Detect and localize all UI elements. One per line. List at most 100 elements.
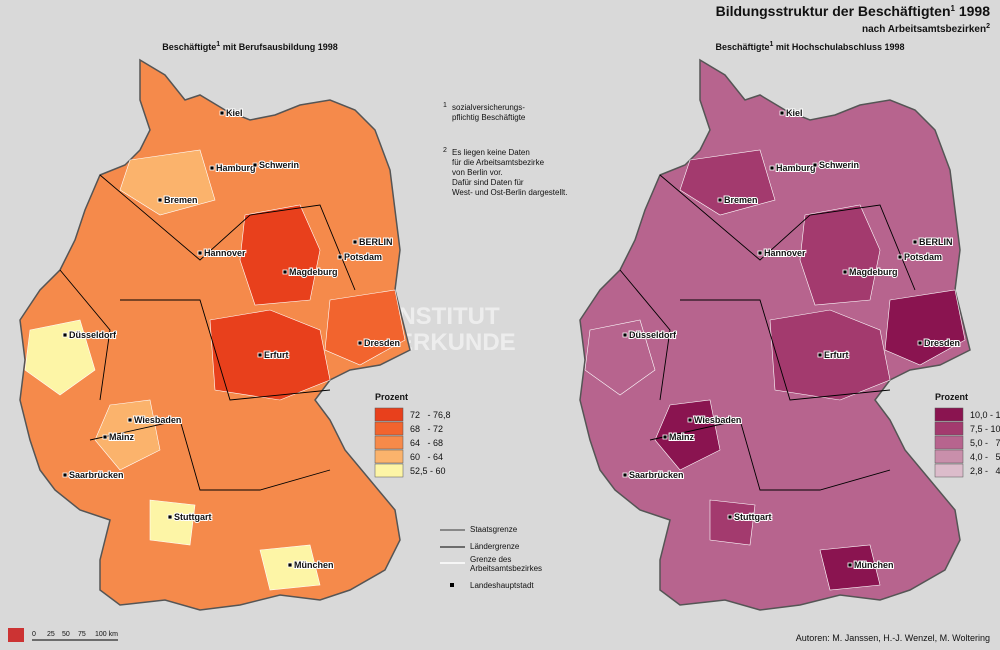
district-area: [799, 204, 881, 306]
city-marker: [257, 352, 263, 358]
legend-swatch: [934, 421, 964, 436]
district-area: [24, 319, 96, 396]
city-label: BERLIN: [919, 237, 953, 247]
district-area: [819, 544, 881, 591]
map: Beschäftigte1 mit Hochschulabschluss 199…: [579, 41, 1000, 611]
city-marker: [127, 417, 133, 423]
city-marker: [687, 417, 693, 423]
legend-label: 4,0 - 5,0: [970, 452, 1000, 462]
legend-capital: [450, 583, 454, 587]
city-label: München: [294, 560, 334, 570]
title-rest: 1998: [955, 3, 990, 19]
legend-label: 64 - 68: [410, 438, 443, 448]
city-marker: [917, 340, 923, 346]
title: Bildungsstruktur der Beschäftigten: [716, 3, 951, 19]
district-area: [769, 309, 891, 401]
title-sup: 1: [951, 4, 956, 13]
legend-label: 2,8 - 4,0: [970, 466, 1000, 476]
district-area: [239, 204, 321, 306]
state-border: [619, 174, 916, 491]
city-label: Stuttgart: [734, 512, 772, 522]
city-label: Potsdam: [904, 252, 942, 262]
scale-label: 100 km: [95, 631, 118, 638]
legend-title: Prozent: [935, 392, 968, 402]
city-marker: [167, 514, 173, 520]
page-title: Bildungsstruktur der Beschäftigten1 1998: [716, 3, 991, 19]
city-label: Hannover: [204, 248, 246, 258]
legend-swatch: [374, 463, 404, 478]
scale-label: 0: [32, 631, 36, 638]
map: Beschäftigte1 mit Berufsausbildung 1998 K…: [19, 41, 451, 611]
map-title: Beschäftigte1 mit Berufsausbildung 1998: [162, 41, 337, 52]
city-label: Erfurt: [824, 350, 849, 360]
city-marker: [897, 254, 903, 260]
city-marker: [62, 332, 68, 338]
city-label: Dresden: [924, 338, 960, 348]
note-number: 2: [443, 147, 447, 154]
city-label: Potsdam: [344, 252, 382, 262]
city-label: Kiel: [226, 108, 243, 118]
city-label: Bremen: [724, 195, 758, 205]
note-line: sozialversicherungs-: [452, 103, 525, 112]
city-label: Erfurt: [264, 350, 289, 360]
city-marker: [102, 434, 108, 440]
city-label: Mainz: [109, 432, 135, 442]
map-title-sup: 1: [770, 41, 774, 48]
city-marker: [662, 434, 668, 440]
city-label: BERLIN: [359, 237, 393, 247]
legend-swatch: [934, 407, 964, 422]
district-area: [94, 399, 161, 471]
line-legend-label: Staatsgrenze: [470, 525, 518, 534]
line-legend-label: Arbeitsamtsbezirkes: [470, 564, 542, 573]
authors: Autoren: M. Janssen, H.-J. Wenzel, M. Wo…: [796, 633, 990, 643]
city-marker: [847, 562, 853, 568]
city-label: Hamburg: [776, 163, 816, 173]
district-area: [709, 499, 756, 546]
city-label: Wiesbaden: [694, 415, 741, 425]
city-marker: [779, 110, 785, 116]
legend-swatch: [934, 435, 964, 450]
logo: [8, 628, 24, 642]
subtitle: nach Arbeitsamtsbezirken: [862, 24, 986, 35]
line-legend-label: Landeshauptstadt: [470, 581, 534, 590]
line-legend-label: Grenze des: [470, 555, 511, 564]
note-line: Dafür sind Daten für: [452, 178, 524, 187]
legend-swatch: [374, 407, 404, 422]
city-marker: [252, 162, 258, 168]
district-area: [679, 149, 776, 216]
state-border: [59, 174, 356, 491]
city-marker: [219, 110, 225, 116]
city-marker: [157, 197, 163, 203]
city-label: Hamburg: [216, 163, 256, 173]
district-area: [119, 149, 216, 216]
city-marker: [842, 269, 848, 275]
legend-label: 7,5 - 10,0: [970, 424, 1000, 434]
scale-label: 50: [62, 631, 70, 638]
legend-swatch: [374, 435, 404, 450]
legend-label: 60 - 64: [410, 452, 443, 462]
city-marker: [769, 165, 775, 171]
city-marker: [757, 250, 763, 256]
city-marker: [817, 352, 823, 358]
note-line: West- und Ost-Berlin dargestellt.: [452, 188, 567, 197]
scale-label: 75: [78, 631, 86, 638]
map-title-sup: 1: [216, 41, 220, 48]
city-marker: [717, 197, 723, 203]
district-area: [209, 309, 331, 401]
district-area: [884, 289, 966, 366]
city-marker: [287, 562, 293, 568]
legend-swatch: [934, 463, 964, 478]
line-legend-label: Ländergrenze: [470, 542, 520, 551]
city-marker: [622, 472, 628, 478]
city-marker: [62, 472, 68, 478]
city-label: Dresden: [364, 338, 400, 348]
page-subtitle: nach Arbeitsamtsbezirken2: [862, 23, 990, 35]
legend-label: 52,5 - 60: [410, 466, 446, 476]
city-label: Schwerin: [259, 160, 299, 170]
subtitle-sup: 2: [986, 23, 990, 30]
legend-label: 10,0 - 17,9: [970, 410, 1000, 420]
city-label: Schwerin: [819, 160, 859, 170]
district-area: [259, 544, 321, 591]
map-title: Beschäftigte1 mit Hochschulabschluss 199…: [716, 41, 905, 52]
district-area: [584, 319, 656, 396]
